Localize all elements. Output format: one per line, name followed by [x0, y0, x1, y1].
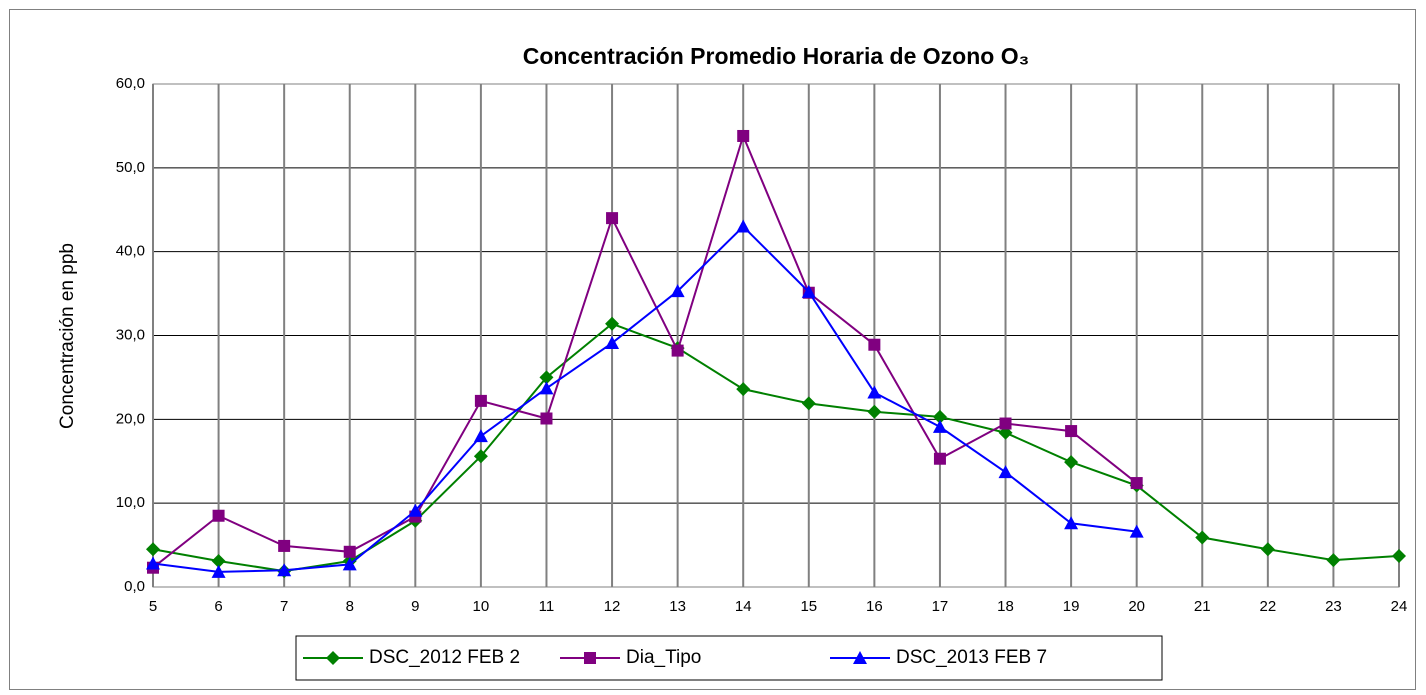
- x-tick-label: 9: [411, 598, 419, 615]
- marker-triangle: [998, 465, 1013, 479]
- plot-border: [152, 83, 1400, 588]
- x-tick-label: 15: [800, 598, 817, 615]
- x-tick-label: 8: [346, 598, 354, 615]
- series-line: [152, 225, 1137, 573]
- y-tick-label: 60,0: [116, 75, 145, 92]
- marker-triangle: [211, 564, 226, 578]
- marker-square: [540, 412, 553, 425]
- x-tick-label: 18: [997, 598, 1014, 615]
- marker-square: [999, 417, 1012, 430]
- y-tick-label: 50,0: [116, 159, 145, 176]
- x-tick-label: 24: [1391, 598, 1408, 615]
- x-tick-label: 17: [932, 598, 949, 615]
- marker-square: [584, 652, 596, 664]
- y-tick-label: 20,0: [116, 410, 145, 427]
- marker-diamond: [146, 542, 160, 557]
- legend: [295, 635, 1163, 681]
- x-tick-label: 12: [604, 598, 621, 615]
- x-tick-label: 19: [1063, 598, 1080, 615]
- marker-square: [606, 212, 619, 225]
- y-tick-label: 10,0: [116, 494, 145, 511]
- marker-triangle: [867, 385, 882, 399]
- legend-label: DSC_2013 FEB 7: [896, 647, 1047, 668]
- marker-square: [1065, 425, 1078, 438]
- marker-triangle: [473, 429, 488, 443]
- marker-diamond: [1392, 548, 1406, 563]
- x-tick-label: 21: [1194, 598, 1211, 615]
- marker-diamond: [867, 404, 882, 419]
- x-tick-label: 13: [669, 598, 686, 615]
- marker-square: [868, 338, 881, 351]
- marker-triangle: [1064, 516, 1079, 530]
- marker-square: [474, 394, 487, 407]
- marker-triangle: [605, 336, 620, 350]
- x-tick-label: 14: [735, 598, 752, 615]
- marker-diamond: [932, 409, 947, 424]
- marker-triangle: [853, 651, 867, 664]
- marker-square: [212, 509, 225, 522]
- marker-triangle: [146, 556, 160, 570]
- marker-triangle: [670, 284, 685, 298]
- marker-diamond: [801, 396, 816, 411]
- marker-triangle: [342, 557, 357, 571]
- marker-diamond: [1064, 455, 1079, 470]
- series-line: [152, 133, 1138, 569]
- legend-label: DSC_2012 FEB 2: [369, 647, 520, 668]
- marker-diamond: [473, 449, 488, 464]
- x-tick-label: 5: [149, 598, 157, 615]
- x-tick-label: 11: [539, 598, 555, 615]
- chart-title: Concentración Promedio Horaria de Ozono …: [523, 43, 1029, 69]
- marker-diamond: [605, 316, 620, 331]
- marker-triangle: [277, 563, 292, 577]
- marker-square: [671, 344, 684, 357]
- marker-diamond: [736, 382, 751, 397]
- x-tick-label: 7: [280, 598, 288, 615]
- x-tick-label: 20: [1128, 598, 1145, 615]
- legend-label: Dia_Tipo: [626, 647, 701, 668]
- x-tick-label: 6: [214, 598, 222, 615]
- chart-frame: [9, 9, 1416, 690]
- marker-diamond: [326, 651, 340, 665]
- marker-square: [343, 545, 356, 558]
- y-tick-label: 40,0: [116, 243, 145, 260]
- marker-diamond: [539, 370, 554, 385]
- marker-triangle: [932, 419, 947, 433]
- marker-triangle: [801, 284, 816, 298]
- marker-square: [278, 539, 291, 552]
- marker-square: [1130, 477, 1143, 490]
- x-tick-label: 22: [1259, 598, 1276, 615]
- marker-triangle: [408, 503, 423, 517]
- y-axis-label: Concentración en ppb: [57, 243, 78, 429]
- x-tick-label: 16: [866, 598, 883, 615]
- x-tick-label: 10: [473, 598, 490, 615]
- y-tick-label: 30,0: [116, 326, 145, 343]
- y-tick-label: 0,0: [124, 578, 145, 595]
- marker-diamond: [1195, 530, 1210, 545]
- marker-triangle: [736, 219, 751, 233]
- marker-square: [933, 452, 946, 465]
- marker-triangle: [539, 381, 554, 395]
- marker-triangle: [1129, 524, 1144, 538]
- marker-diamond: [211, 554, 226, 569]
- marker-diamond: [1326, 553, 1341, 568]
- marker-diamond: [1260, 542, 1275, 557]
- x-tick-label: 23: [1325, 598, 1342, 615]
- marker-square: [737, 129, 750, 142]
